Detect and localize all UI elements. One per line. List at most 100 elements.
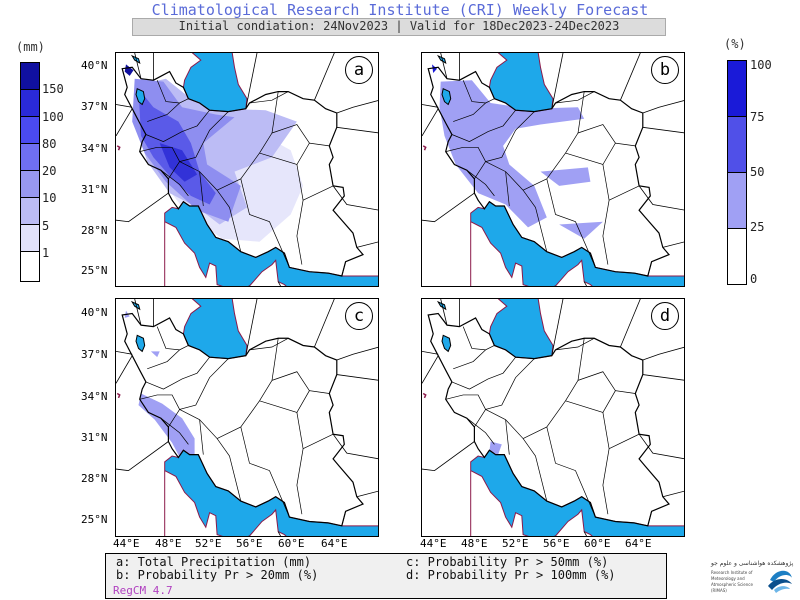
precip-area [559,221,603,239]
caspian-sea [182,299,248,360]
country-border [245,53,258,109]
province-border [505,419,510,455]
country-border [116,355,133,384]
province-border [199,419,204,455]
country-border [134,53,142,79]
province-border [451,109,516,142]
legend-swatch [21,197,39,224]
province-border [160,169,189,197]
province-border [156,326,189,351]
country-border [583,281,587,286]
iran-border [121,66,364,277]
province-border [296,412,304,515]
persian-gulf [470,201,684,286]
country-border [116,350,133,355]
province-border [462,326,495,351]
province-border [302,185,334,201]
province-border [259,142,330,165]
description-c: c: Probability Pr > 50mm (%) [406,555,609,569]
iran-border [427,312,670,527]
precip-area [159,143,198,182]
province-border [565,142,636,165]
country-border [116,441,169,472]
model-name: RegCM 4.7 [113,584,173,597]
lon-tick-label: 48°E [461,537,488,550]
province-border [608,433,640,450]
province-border [147,349,180,370]
country-border [638,433,684,460]
logo-subtitle: Research Institute of Meteorology and At… [711,570,753,593]
institute-logo [768,570,792,593]
province-border [546,426,596,518]
province-border [296,164,304,265]
description-d: d: Probability Pr > 100mm (%) [406,568,616,582]
lat-tick-label: 31°N [81,431,108,444]
left-legend-label: 20 [42,164,57,178]
country-border [336,346,378,361]
persian-gulf [164,449,378,536]
lon-tick-label: 44°E [113,537,140,550]
right-colorbar [727,60,747,285]
province-border [240,426,290,518]
right-legend-label: 25 [750,220,765,234]
lon-tick-label: 64°E [625,537,652,550]
country-border [356,241,378,248]
precip-area [432,64,437,73]
left-legend-label: 150 [42,82,64,96]
country-border [440,53,448,79]
country-border [662,241,684,248]
coast-fragment [116,392,121,399]
panel-label-d: d [651,302,679,330]
description-a: a: Total Precipitation (mm) [116,555,312,569]
province-border [453,349,486,370]
lake-urmia [135,87,146,106]
lat-tick-label: 28°N [81,472,108,485]
coast-fragment [422,392,427,399]
country-border [642,126,684,134]
left-legend-label: 1 [42,246,50,260]
iran-border [121,312,364,527]
province-border [156,80,189,104]
country-border [642,374,684,381]
country-border [642,346,684,361]
country-border [277,281,281,286]
province-border [546,178,596,268]
legend-swatch [21,143,39,170]
province-border [147,102,180,122]
province-border [302,433,334,450]
lat-tick-label: 40°N [81,306,108,319]
map-panel-d [421,298,685,537]
map-title: Climatological Research Institute (CRI) … [151,1,649,19]
province-border [168,111,229,179]
province-border [485,409,548,502]
panel-label-c: c [345,302,373,330]
country-border [336,374,378,381]
legend-swatch [21,224,39,251]
legend-swatch [728,228,746,285]
lat-tick-label: 34°N [81,390,108,403]
province-border [445,394,486,410]
map-a-svg [116,53,378,286]
persian-gulf [470,449,684,536]
map-d-svg [422,299,684,536]
province-border [160,417,189,445]
right-legend-unit: (%) [724,37,746,51]
province-border [168,358,229,428]
country-border [277,531,281,536]
map-subtitle: Initial condiation: 24Nov2023 | Valid fo… [178,19,620,33]
legend-swatch [728,60,746,116]
lon-tick-label: 56°E [543,537,570,550]
province-border [485,161,548,252]
precip-area [489,441,502,455]
province-border [474,111,535,179]
precip-area [124,64,134,76]
lat-tick-label: 37°N [81,348,108,361]
panel-label-b: b [651,56,679,84]
country-border [336,126,378,134]
country-border [422,350,439,355]
province-border [445,146,486,162]
province-border [466,417,495,445]
lat-tick-label: 25°N [81,264,108,277]
country-border [642,100,684,114]
lat-tick-label: 40°N [81,59,108,72]
